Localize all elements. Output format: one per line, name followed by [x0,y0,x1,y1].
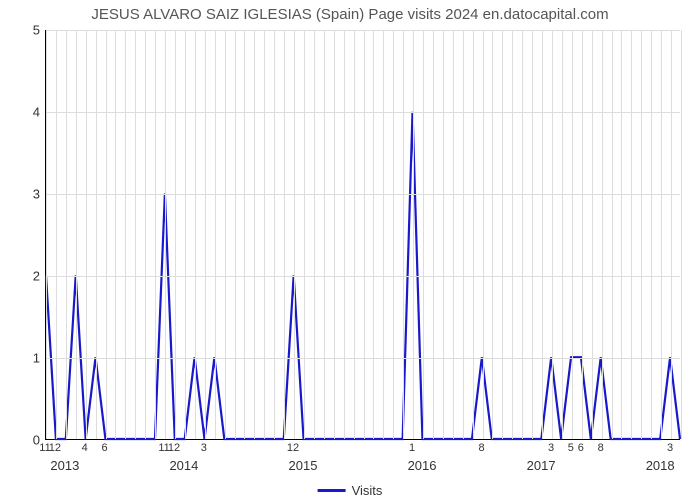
x-tick-minor: 8 [598,442,604,454]
x-tick-minor: 1 [409,442,415,454]
grid-line-v [443,30,444,439]
x-tick-minor: 4 [82,442,88,454]
grid-line-v [532,30,533,439]
grid-line-v [264,30,265,439]
grid-line-v [96,30,97,439]
grid-line-v [244,30,245,439]
grid-line-v [125,30,126,439]
x-tick-major: 2016 [408,458,437,473]
legend-swatch [318,489,346,492]
grid-line-v [155,30,156,439]
grid-line-v [86,30,87,439]
grid-line-v [651,30,652,439]
grid-line-v [631,30,632,439]
grid-line-v [235,30,236,439]
chart-container: JESUS ALVARO SAIZ IGLESIAS (Spain) Page … [0,0,700,500]
grid-line-v [612,30,613,439]
grid-line-v [115,30,116,439]
grid-line-v [205,30,206,439]
x-tick-minor: 3 [548,442,554,454]
grid-line-v [473,30,474,439]
grid-line-v [413,30,414,439]
y-tick-label: 0 [10,433,40,448]
x-tick-major: 2017 [527,458,556,473]
x-tick-minor: 5 [568,442,574,454]
grid-line-v [512,30,513,439]
grid-line-v [403,30,404,439]
legend-label: Visits [352,483,383,498]
x-tick-major: 2014 [169,458,198,473]
grid-line-v [463,30,464,439]
grid-line-v [135,30,136,439]
x-tick-minor: 12 [49,442,61,454]
grid-line-v [641,30,642,439]
grid-line-v [562,30,563,439]
grid-line-v [145,30,146,439]
y-tick-label: 4 [10,105,40,120]
grid-line-v [453,30,454,439]
grid-line-v [393,30,394,439]
legend: Visits [318,483,383,498]
x-tick-minor: 6 [578,442,584,454]
grid-line-v [502,30,503,439]
grid-line-v [254,30,255,439]
grid-line-v [274,30,275,439]
grid-line-v [334,30,335,439]
grid-line-v [175,30,176,439]
grid-line-v [284,30,285,439]
grid-line-v [483,30,484,439]
x-tick-major: 2015 [289,458,318,473]
grid-line-v [324,30,325,439]
x-tick-minor: 12 [287,442,299,454]
grid-line-v [364,30,365,439]
y-tick-label: 2 [10,269,40,284]
grid-line-v [106,30,107,439]
grid-line-v [681,30,682,439]
x-tick-minor: 3 [667,442,673,454]
grid-line-v [552,30,553,439]
grid-line-v [56,30,57,439]
grid-line-v [46,30,47,439]
grid-line-v [76,30,77,439]
grid-line-v [433,30,434,439]
grid-line-v [492,30,493,439]
grid-line-v [373,30,374,439]
grid-line-v [383,30,384,439]
grid-line-v [661,30,662,439]
chart-title: JESUS ALVARO SAIZ IGLESIAS (Spain) Page … [0,0,700,23]
grid-line-v [602,30,603,439]
grid-line-v [185,30,186,439]
y-tick-label: 5 [10,23,40,38]
grid-line-v [225,30,226,439]
grid-line-v [582,30,583,439]
grid-line-v [592,30,593,439]
grid-line-v [344,30,345,439]
x-tick-major: 2013 [50,458,79,473]
grid-line-v [215,30,216,439]
plot-area [45,30,680,440]
y-tick-label: 3 [10,187,40,202]
x-tick-minor: 3 [201,442,207,454]
grid-line-v [314,30,315,439]
grid-line-v [423,30,424,439]
grid-line-v [572,30,573,439]
grid-line-v [542,30,543,439]
x-tick-major: 2018 [646,458,675,473]
grid-line-v [354,30,355,439]
grid-line-v [66,30,67,439]
grid-line-v [294,30,295,439]
x-tick-minor: 12 [168,442,180,454]
grid-line-v [671,30,672,439]
x-tick-minor: 6 [101,442,107,454]
x-tick-minor: 8 [479,442,485,454]
grid-line-v [304,30,305,439]
grid-line-v [165,30,166,439]
y-tick-label: 1 [10,351,40,366]
grid-line-v [195,30,196,439]
grid-line-v [522,30,523,439]
grid-line-v [621,30,622,439]
